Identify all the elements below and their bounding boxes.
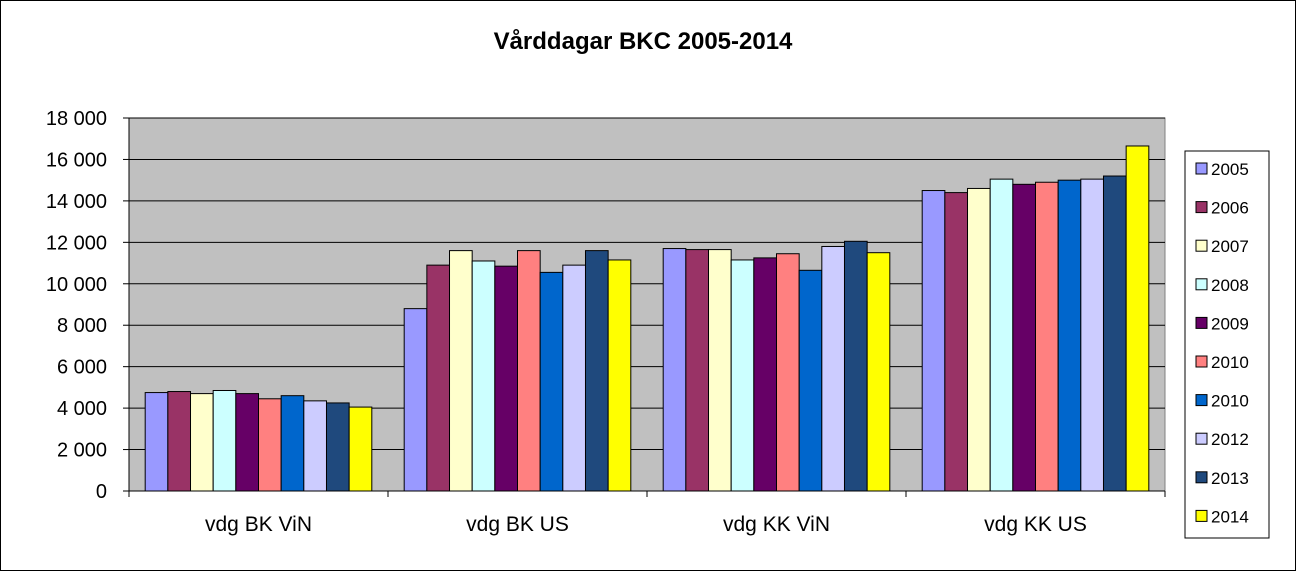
legend-label: 2005 bbox=[1211, 160, 1249, 179]
x-tick-label: vdg KK US bbox=[984, 513, 1087, 536]
bar bbox=[403, 308, 428, 492]
bar bbox=[426, 264, 451, 492]
x-tick-label: vdg KK ViN bbox=[723, 513, 830, 536]
legend-swatch bbox=[1195, 394, 1208, 407]
legend: 2005 2006 2007 2008 2009 2010 2010 2012 2013 2014 bbox=[1184, 150, 1270, 539]
y-tick-label: 8 000 bbox=[57, 315, 107, 337]
y-tick-label: 14 000 bbox=[46, 191, 107, 213]
y-tick-label: 12 000 bbox=[46, 232, 107, 254]
bar bbox=[167, 391, 192, 492]
bar bbox=[280, 395, 305, 492]
bar bbox=[798, 269, 823, 492]
x-tick-label: vdg BK ViN bbox=[205, 513, 312, 536]
bar bbox=[1125, 145, 1150, 492]
bar bbox=[212, 389, 237, 492]
bar bbox=[776, 253, 800, 492]
bar bbox=[685, 249, 710, 492]
y-tick-label: 4 000 bbox=[57, 398, 107, 420]
y-tick-label: 16 000 bbox=[46, 149, 107, 171]
bar bbox=[517, 250, 541, 492]
y-tick-label: 0 bbox=[96, 481, 107, 503]
y-tick-label: 18 000 bbox=[46, 108, 107, 130]
bar bbox=[303, 400, 327, 492]
legend-swatch bbox=[1195, 162, 1208, 175]
legend-label: 2013 bbox=[1211, 469, 1249, 488]
bar bbox=[944, 192, 969, 492]
bar bbox=[1012, 183, 1037, 492]
legend-label: 2007 bbox=[1211, 237, 1249, 256]
bar bbox=[708, 249, 732, 492]
legend-swatch bbox=[1195, 509, 1208, 522]
y-tick-label: 2 000 bbox=[57, 440, 107, 462]
x-tick-label: vdg BK US bbox=[466, 513, 569, 536]
bar bbox=[989, 178, 1014, 492]
legend-swatch bbox=[1195, 239, 1208, 252]
y-tick-labels: 0 2 000 4 000 6 000 8 000 10 000 12 000 14 000 1… bbox=[46, 108, 107, 503]
legend-swatch bbox=[1195, 355, 1208, 368]
x-tick-labels: vdg BK ViN vdg BK US vdg KK ViN vdg KK US bbox=[205, 513, 1087, 536]
y-tick-label: 10 000 bbox=[46, 274, 107, 296]
bar bbox=[539, 271, 564, 492]
chart-title: Vårddagar BKC 2005-2014 bbox=[494, 28, 793, 55]
bar bbox=[471, 260, 496, 492]
bar bbox=[325, 402, 350, 492]
bar bbox=[449, 250, 473, 492]
bar bbox=[144, 392, 169, 492]
bar bbox=[494, 265, 518, 492]
bar bbox=[607, 259, 632, 492]
bar bbox=[584, 250, 609, 492]
bar bbox=[662, 248, 687, 492]
bar bbox=[843, 240, 868, 492]
bars bbox=[144, 145, 1150, 492]
bar bbox=[1080, 178, 1104, 492]
bar bbox=[348, 406, 373, 492]
bar bbox=[235, 393, 259, 492]
bar bbox=[921, 190, 946, 492]
bar bbox=[821, 245, 845, 492]
bar bbox=[967, 187, 991, 492]
legend-label: 2014 bbox=[1211, 507, 1249, 526]
legend-swatch bbox=[1195, 316, 1208, 329]
legend-label: 2009 bbox=[1211, 314, 1249, 333]
bar bbox=[1102, 175, 1127, 492]
legend-swatch bbox=[1195, 278, 1208, 291]
bar bbox=[1035, 181, 1059, 492]
legend-label: 2006 bbox=[1211, 199, 1249, 218]
bar bbox=[730, 259, 755, 492]
bar bbox=[1057, 179, 1082, 492]
bar bbox=[753, 257, 778, 492]
bar bbox=[190, 393, 214, 492]
legend-swatch bbox=[1195, 471, 1208, 484]
legend-swatch bbox=[1195, 432, 1208, 445]
legend-label: 2010 bbox=[1211, 353, 1249, 372]
legend-swatch bbox=[1195, 201, 1208, 214]
legend-label: 2012 bbox=[1211, 430, 1249, 449]
axes bbox=[123, 117, 1166, 497]
bar bbox=[866, 252, 891, 492]
bar bbox=[562, 264, 586, 492]
y-tick-label: 6 000 bbox=[57, 357, 107, 379]
legend-label: 2010 bbox=[1211, 392, 1249, 411]
legend-label: 2008 bbox=[1211, 276, 1249, 295]
bar bbox=[258, 398, 282, 492]
